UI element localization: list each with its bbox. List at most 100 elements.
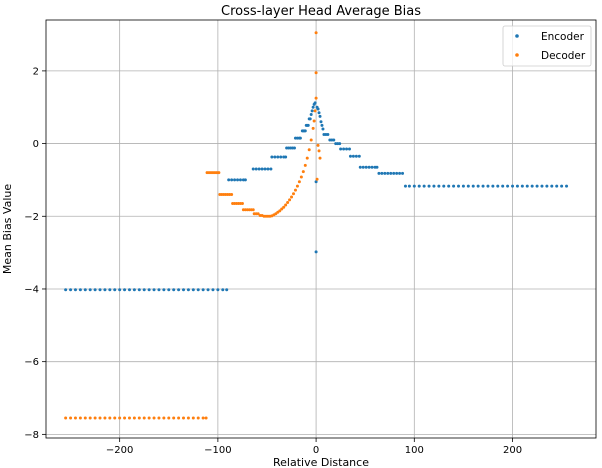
encoder-point [457,184,460,188]
encoder-point [432,184,436,188]
decoder-point [314,96,318,100]
legend-label-encoder: Encoder [541,31,585,43]
decoder-point [256,212,260,216]
encoder-point [314,250,318,254]
x-tick-label: −200 [106,445,133,456]
encoder-point [486,184,490,188]
decoder-point [147,416,151,420]
decoder-point [201,416,205,420]
encoder-point [422,184,426,188]
encoder-point [412,184,416,188]
encoder-point [243,178,247,182]
legend-marker-encoder [515,34,519,38]
decoder-point [303,163,307,167]
decoder-point [282,205,286,209]
encoder-point [496,184,500,188]
plot-area-frame [45,19,597,439]
decoder-point [297,180,301,184]
decoder-point [230,192,234,196]
encoder-point [317,111,321,115]
encoder-point [251,167,255,171]
encoder-point [257,167,261,171]
encoder-point [332,138,336,142]
decoder-point [118,416,122,420]
encoder-point [525,184,529,188]
encoder-point [167,288,171,292]
legend-marker-decoder [515,53,519,57]
encoder-point [216,288,220,292]
decoder-point [299,175,303,179]
y-tick-label: −4 [24,284,39,295]
encoder-point [452,184,456,188]
y-tick-label: −2 [24,212,39,223]
decoder-point [98,416,102,420]
encoder-point [370,165,374,169]
encoder-point [316,107,320,111]
encoder-point [238,178,242,182]
decoder-point [172,416,176,420]
decoder-point [293,188,297,192]
encoder-point [211,288,215,292]
encoder-point [398,171,402,175]
decoder-point [295,184,299,188]
encoder-point [191,288,195,292]
decoder-point [83,416,87,420]
encoder-point [292,146,296,150]
encoder-point [392,171,396,175]
decoder-point [186,416,190,420]
encoder-point [172,288,176,292]
decoder-point [251,208,255,212]
encoder-point [177,288,181,292]
encoder-point [535,184,539,188]
encoder-point [377,171,381,175]
decoder-point [191,416,195,420]
encoder-point [182,288,185,292]
decoder-point [204,416,208,420]
encoder-point [357,154,361,158]
encoder-point [347,147,351,151]
decoder-point [290,195,294,199]
decoder-point [69,416,73,420]
encoder-point [481,184,485,188]
encoder-point [361,165,365,169]
encoder-point [78,288,82,292]
y-tick-label: 2 [33,66,39,77]
decoder-point [196,416,200,420]
encoder-point [515,184,519,188]
encoder-point [375,165,379,169]
decoder-point [217,171,221,175]
chart-title: Cross-layer Head Average Bias [221,4,421,19]
encoder-point [98,288,102,292]
decoder-point [307,148,311,152]
encoder-point [137,288,141,292]
encoder-point [511,184,515,188]
decoder-point [317,149,321,153]
encoder-point [230,178,234,182]
axis-ticks: −200 −100 0 100 200 −8 −6 −4 −2 0 2 [24,66,522,456]
legend: Encoder Decoder [502,25,592,67]
decoder-point [137,416,141,420]
encoder-point [142,288,146,292]
encoder-point [270,155,274,159]
encoder-point [266,167,270,171]
encoder-point [380,171,384,175]
encoder-point [530,184,534,188]
encoder-point [314,180,318,184]
x-tick-label: 0 [313,445,319,456]
series-encoder [64,101,569,292]
decoder-point [142,416,146,420]
x-tick-label: 200 [503,445,522,456]
decoder-point [93,416,97,420]
encoder-point [339,147,343,151]
encoder-point [407,184,411,188]
encoder-point [313,101,317,105]
encoder-point [276,155,280,159]
encoder-point [225,288,229,292]
encoder-point [491,184,495,188]
encoder-point [306,123,310,127]
decoder-point [312,119,316,123]
encoder-point [471,184,475,188]
encoder-point [273,155,277,159]
x-tick-label: −100 [204,445,231,456]
